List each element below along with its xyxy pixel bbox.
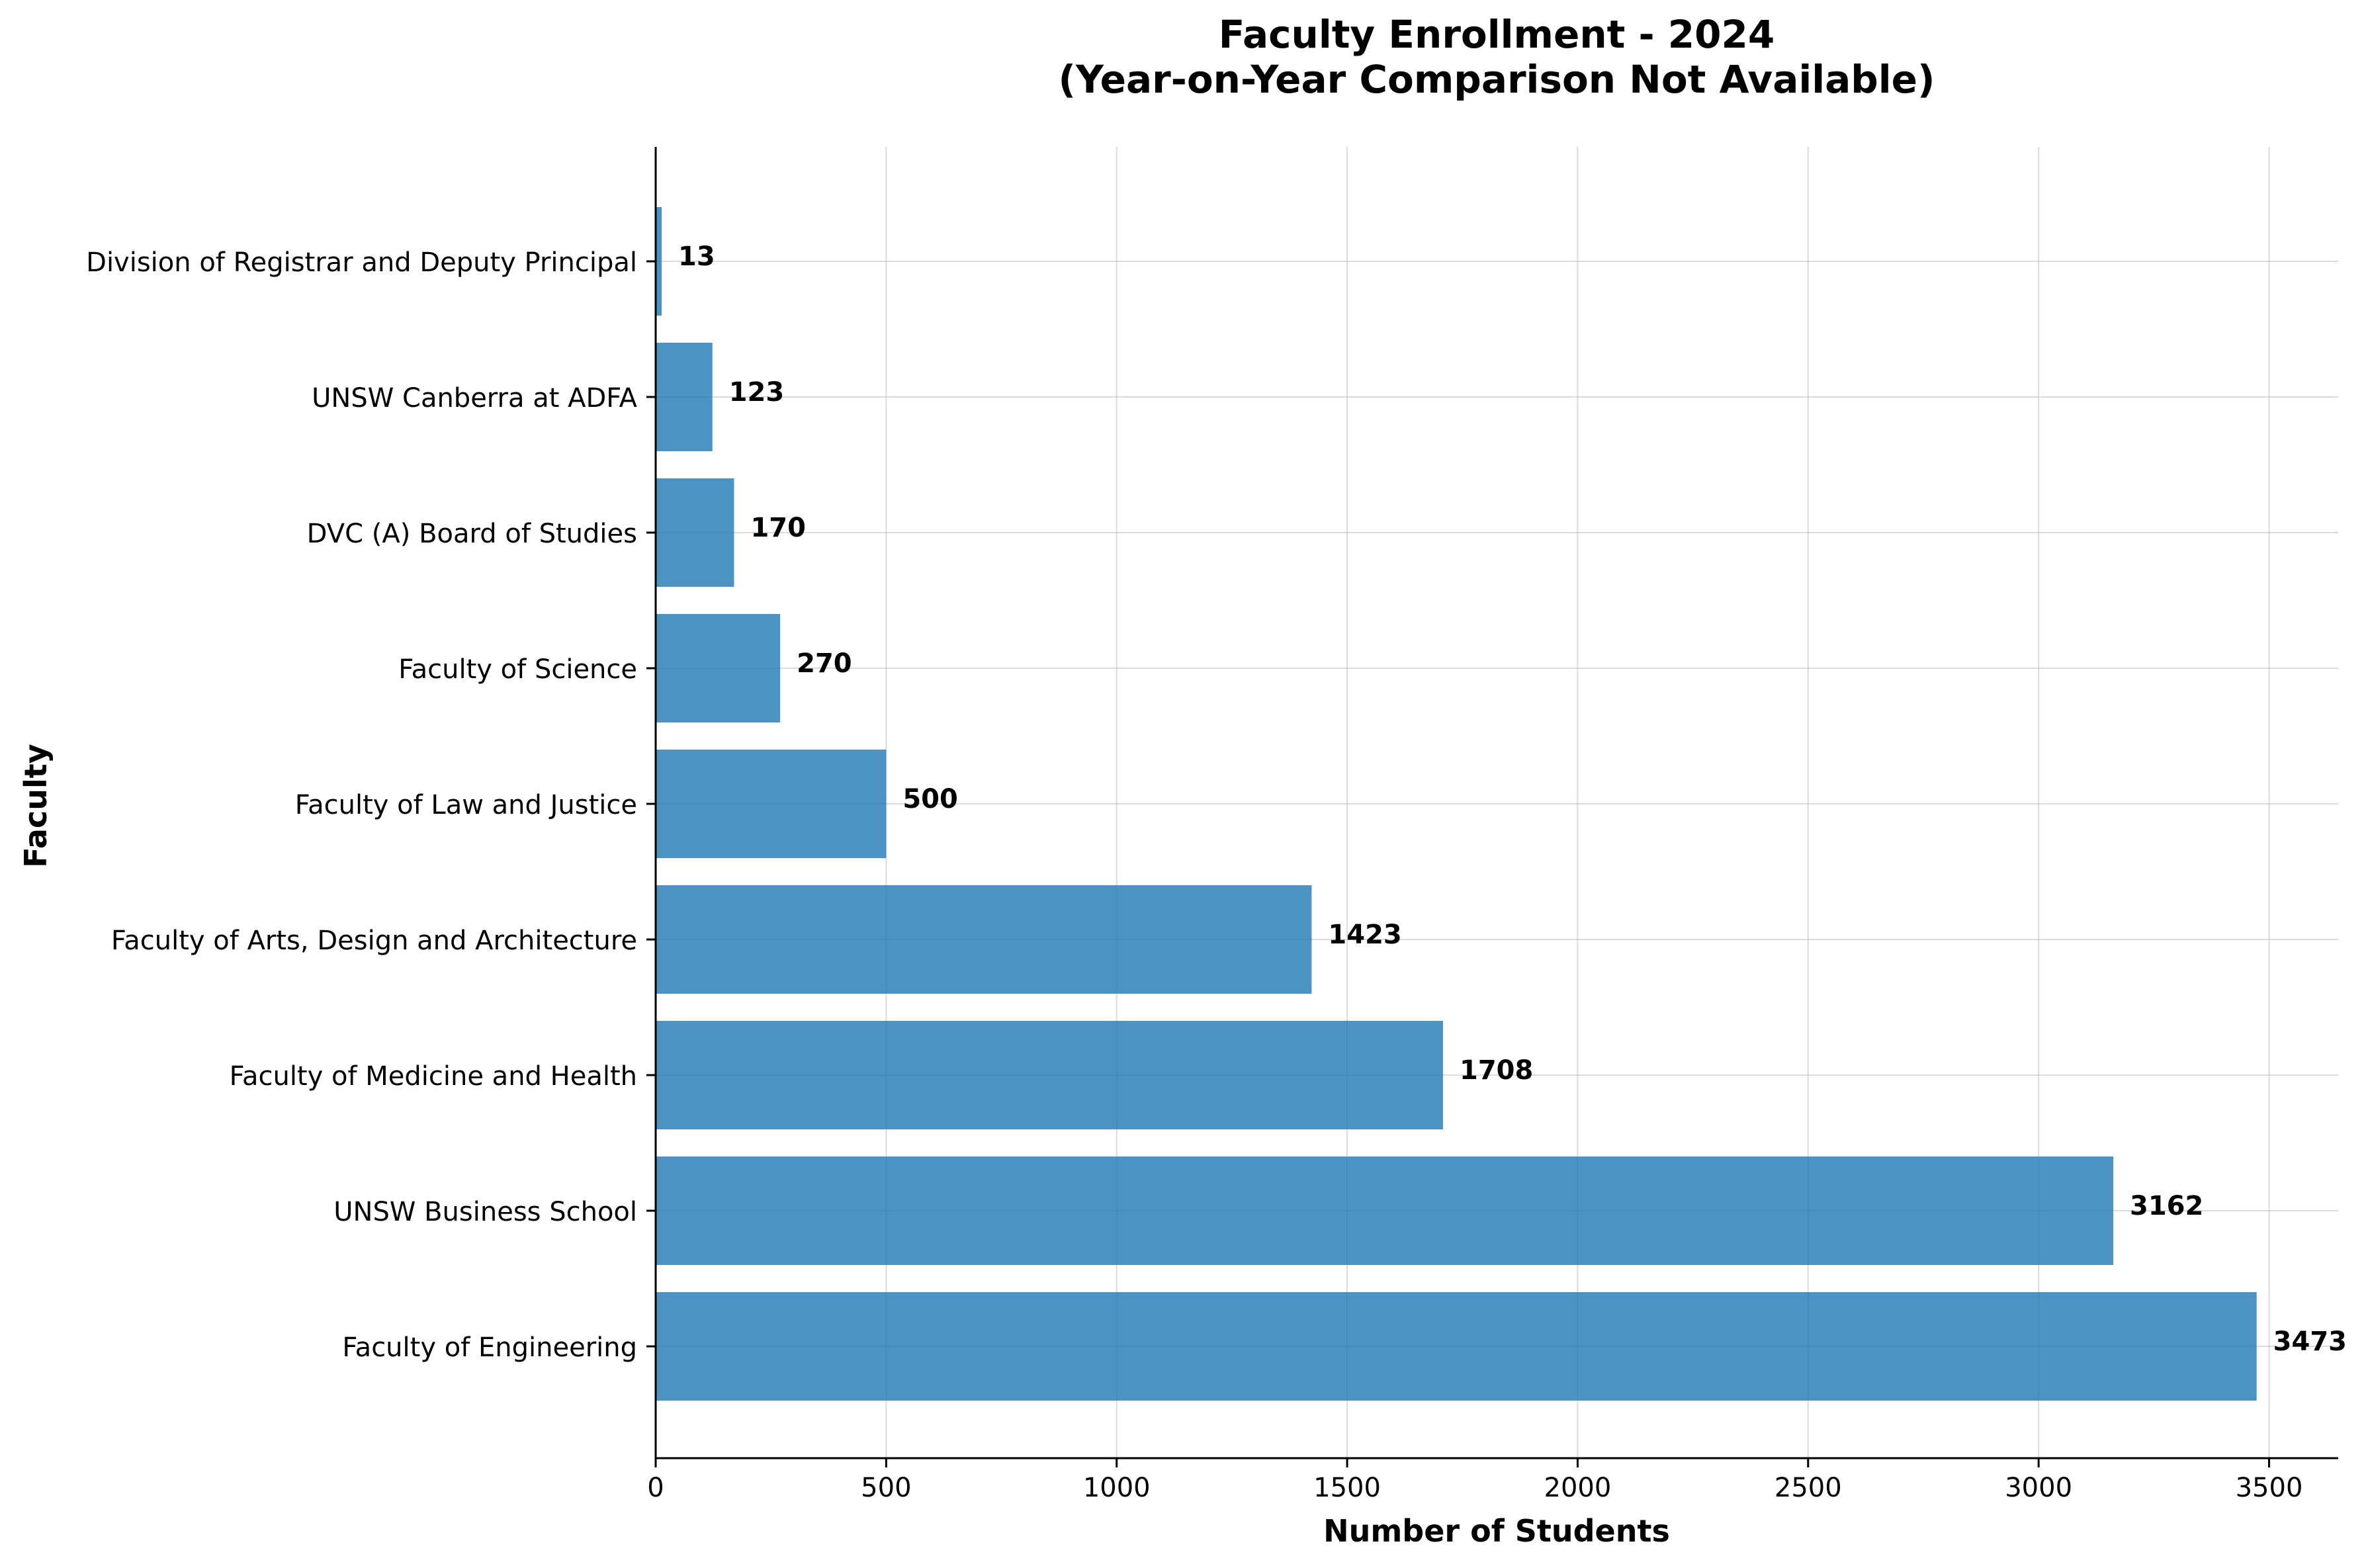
bar-value-label: 500: [902, 784, 958, 814]
bar-value-label: 1708: [1460, 1055, 1533, 1086]
y-axis-ticks: Division of Registrar and Deputy Princip…: [86, 247, 656, 1363]
bar: [656, 1021, 1443, 1129]
y-tick-label: Faculty of Arts, Design and Architecture: [111, 926, 637, 956]
bar: [656, 478, 734, 587]
y-tick-label: Faculty of Medicine and Health: [230, 1061, 637, 1092]
x-tick-label: 3000: [2005, 1473, 2072, 1503]
y-tick-label: DVC (A) Board of Studies: [307, 519, 637, 549]
bars: [656, 207, 2257, 1401]
y-tick-label: UNSW Canberra at ADFA: [312, 383, 637, 414]
bar-value-label: 170: [750, 513, 806, 543]
value-labels: 13 123 170 270 500 1423 1708 3162 3473: [678, 241, 2347, 1357]
y-tick-label: Faculty of Law and Justice: [295, 790, 637, 820]
bar: [656, 614, 781, 722]
bar-value-label: 123: [729, 377, 785, 408]
bar-value-label: 270: [797, 648, 852, 679]
bar: [656, 885, 1312, 994]
bar-value-label: 13: [678, 241, 715, 272]
y-tick-label: Faculty of Engineering: [342, 1332, 637, 1363]
x-tick-label: 500: [861, 1473, 911, 1503]
bar: [656, 207, 662, 316]
bar-value-label: 1423: [1328, 920, 1401, 950]
x-tick-label: 1500: [1313, 1473, 1381, 1503]
bar: [656, 750, 887, 858]
y-tick-label: Division of Registrar and Deputy Princip…: [86, 247, 637, 278]
y-tick-label: UNSW Business School: [333, 1197, 637, 1227]
bar: [656, 1156, 2114, 1265]
x-tick-label: 1000: [1083, 1473, 1151, 1503]
y-tick-label: Faculty of Science: [398, 654, 637, 685]
x-tick-label: 3500: [2236, 1473, 2303, 1503]
x-tick-label: 2000: [1544, 1473, 1612, 1503]
x-tick-label: 2500: [1775, 1473, 1842, 1503]
bar-value-label: 3473: [2273, 1327, 2347, 1357]
x-axis-label: Number of Students: [1323, 1513, 1670, 1549]
bar: [656, 343, 713, 451]
x-tick-label: 0: [647, 1473, 664, 1503]
x-axis-ticks: 0 500 1000 1500 2000 2500 3000 3500: [647, 1458, 2302, 1503]
bar-value-label: 3162: [2130, 1191, 2203, 1221]
chart-subtitle: (Year-on-Year Comparison Not Available): [1058, 57, 1935, 102]
chart-title: Faculty Enrollment - 2024: [1219, 12, 1775, 57]
y-axis-label: Faculty: [18, 744, 54, 868]
bar: [656, 1292, 2257, 1401]
